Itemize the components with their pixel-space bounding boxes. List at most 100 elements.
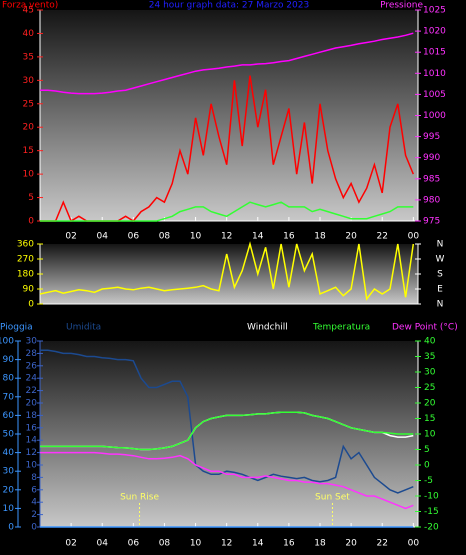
series-line [40, 201, 414, 222]
y-tick-label: 270 [17, 255, 34, 265]
y3-tick-label: 6 [31, 485, 37, 495]
x-tick-label: 20 [345, 232, 357, 242]
plot-background [40, 341, 418, 527]
y2-tick-label: 985 [423, 174, 440, 184]
y-tick-label: 30 [3, 467, 15, 477]
y2-tick-label: 5 [424, 445, 430, 455]
y-tick-label: 20 [3, 485, 15, 495]
y-tick-label: 70 [3, 392, 15, 402]
y3-tick-label: 30 [26, 337, 38, 347]
x-tick-label: 08 [159, 539, 171, 549]
annotation-label: Sun Set [315, 493, 350, 503]
x-tick-label: 14 [252, 539, 264, 549]
y-tick-label: 0 [28, 300, 34, 310]
y3-tick-label: 14 [26, 436, 38, 446]
y-tick-label: 0 [8, 523, 14, 533]
series-line [40, 32, 414, 95]
x-tick-label: 16 [283, 232, 295, 242]
y-tick-label: 10 [23, 170, 35, 180]
y-tick-label: 40 [23, 29, 35, 39]
y-tick-label: 20 [23, 123, 35, 133]
x-tick-label: 02 [65, 539, 76, 549]
x-tick-label: 18 [314, 232, 326, 242]
y2-axis-label: Pressione [380, 1, 423, 11]
y2-tick-label: 995 [423, 132, 440, 142]
y3-tick-label: 28 [26, 349, 38, 359]
y2-tick-label: 980 [423, 195, 440, 205]
y2-tick-label: -5 [424, 476, 433, 486]
y3-tick-label: 22 [26, 386, 37, 396]
y-tick-label: 40 [3, 448, 15, 458]
y2-tick-label: 0 [424, 461, 430, 471]
y-tick-label: 180 [17, 270, 34, 280]
legend-label: Temperatura [312, 323, 370, 333]
y2-tick-label: W [436, 255, 445, 265]
series-line [40, 451, 414, 510]
y2-tick-label: 1020 [423, 27, 446, 37]
y-tick-label: 35 [23, 52, 34, 62]
y2-tick-label: S [437, 270, 443, 280]
y2-tick-label: N [437, 240, 444, 250]
y3-tick-label: 26 [26, 361, 38, 371]
y-tick-label: 10 [3, 504, 15, 514]
x-tick-label: 00 [408, 232, 420, 242]
y3-tick-label: 8 [31, 473, 37, 483]
x-tick-label: 04 [96, 232, 108, 242]
x-tick-label: 02 [65, 232, 76, 242]
y-tick-label: 100 [0, 337, 14, 347]
y3-tick-label: 0 [31, 523, 37, 533]
x-tick-label: 08 [159, 232, 171, 242]
x-tick-label: 06 [128, 232, 140, 242]
series-line [39, 241, 415, 301]
y2-tick-label: -20 [424, 523, 439, 533]
y2-tick-label: 1015 [423, 48, 446, 58]
y2-tick-label: 15 [424, 414, 435, 424]
y3-tick-label: 20 [26, 399, 38, 409]
plot-background [40, 244, 418, 304]
y2-tick-label: 990 [423, 153, 440, 163]
y2-tick-label: 35 [424, 352, 435, 362]
x-tick-label: 10 [190, 539, 202, 549]
x-tick-label: 20 [345, 539, 357, 549]
y-tick-label: 60 [3, 411, 15, 421]
y3-tick-label: 12 [26, 448, 37, 458]
y2-tick-label: 1005 [423, 90, 446, 100]
y3-tick-label: 18 [26, 411, 38, 421]
y3-tick-label: 10 [26, 461, 38, 471]
y-tick-label: 0 [28, 217, 34, 227]
y2-tick-label: -10 [424, 492, 439, 502]
x-tick-label: 06 [128, 539, 140, 549]
y-tick-label: 360 [17, 240, 34, 250]
y-tick-label: 80 [3, 374, 15, 384]
y3-tick-label: 24 [26, 374, 38, 384]
y3-tick-label: 4 [31, 498, 37, 508]
plot-background [40, 10, 418, 221]
y2-tick-label: 975 [423, 217, 440, 227]
y-axis-label: Forza vento) [2, 1, 58, 11]
y2-tick-label: 1025 [423, 6, 446, 16]
y-tick-label: 25 [23, 99, 34, 109]
chart-title: 24 hour graph data: 27 Marzo 2023 [149, 1, 309, 11]
y2-tick-label: N [437, 300, 444, 310]
y2-tick-label: E [437, 285, 443, 295]
y-tick-label: 90 [3, 355, 15, 365]
x-tick-label: 16 [283, 539, 295, 549]
y3-tick-label: 2 [31, 510, 37, 520]
x-tick-label: 14 [252, 232, 264, 242]
y-tick-label: 50 [3, 430, 15, 440]
y3-tick-label: 16 [26, 423, 38, 433]
y-tick-label: 45 [23, 6, 34, 16]
y2-tick-label: -15 [424, 507, 439, 517]
x-tick-label: 00 [408, 539, 420, 549]
y-tick-label: 5 [28, 193, 34, 203]
x-tick-label: 18 [314, 539, 326, 549]
legend-label: Umidita [66, 323, 101, 333]
x-tick-label: 12 [221, 539, 232, 549]
legend-label: Dew Point (°C) [392, 323, 458, 333]
y2-tick-label: 10 [424, 430, 436, 440]
y2-tick-label: 25 [424, 383, 435, 393]
y2-tick-label: 1010 [423, 69, 446, 79]
y2-tick-label: 40 [424, 337, 436, 347]
annotation-label: Sun Rise [120, 493, 159, 503]
